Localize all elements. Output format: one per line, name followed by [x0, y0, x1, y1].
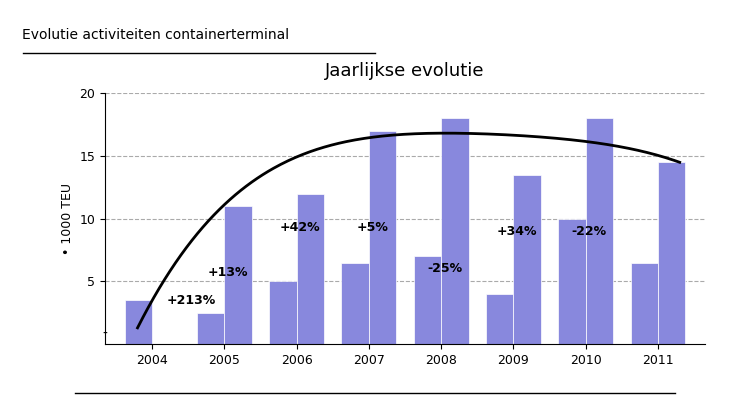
Text: -25%: -25%	[427, 262, 462, 275]
Bar	[558, 219, 586, 344]
Title: Jaarlijkse evolutie: Jaarlijkse evolutie	[326, 62, 484, 81]
Text: +34%: +34%	[496, 224, 537, 237]
Bar	[658, 162, 686, 344]
Bar	[269, 281, 296, 344]
Bar	[631, 262, 658, 344]
Bar	[414, 256, 441, 344]
Text: +42%: +42%	[280, 221, 320, 234]
Bar	[196, 313, 224, 344]
Text: -22%: -22%	[572, 224, 607, 237]
Bar	[124, 301, 152, 344]
Bar	[369, 131, 396, 344]
Y-axis label: • 1000 TEU: • 1000 TEU	[61, 183, 74, 255]
Bar	[296, 194, 324, 344]
Text: +13%: +13%	[208, 266, 248, 279]
Bar	[441, 118, 469, 344]
Bar	[341, 262, 369, 344]
Bar	[224, 206, 252, 344]
Bar	[586, 118, 614, 344]
Text: Evolutie activiteiten containerterminal: Evolutie activiteiten containerterminal	[22, 28, 290, 43]
Bar	[486, 294, 514, 344]
Bar	[514, 175, 541, 344]
Text: -: -	[103, 326, 108, 341]
Text: +5%: +5%	[356, 221, 388, 234]
Text: +213%: +213%	[167, 294, 216, 307]
